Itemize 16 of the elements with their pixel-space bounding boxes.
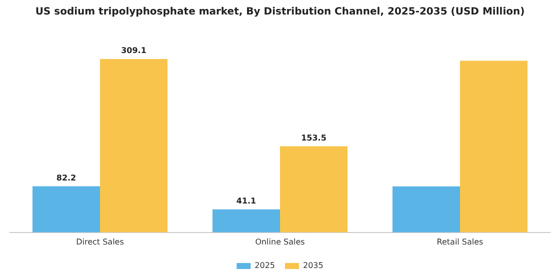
legend-label: 2035 (303, 261, 324, 270)
x-tick-label: Retail Sales (436, 237, 484, 246)
legend-label: 2025 (254, 261, 275, 270)
bar (100, 58, 168, 232)
data-label: 82.2 (56, 173, 76, 182)
data-label: 41.1 (236, 196, 257, 206)
data-label: 153.5 (301, 133, 327, 142)
chart-title: US sodium tripolyphosphate market, By Distribution Channel, 2025-2035 (USD Million) (35, 6, 525, 18)
bar (392, 186, 460, 232)
x-tick-label: Online Sales (255, 237, 305, 246)
bar (32, 186, 100, 232)
x-tick-label: Direct Sales (76, 237, 124, 246)
data-label: 309.1 (121, 46, 147, 56)
bar (280, 146, 348, 232)
bar (460, 60, 528, 232)
bar (212, 209, 280, 232)
